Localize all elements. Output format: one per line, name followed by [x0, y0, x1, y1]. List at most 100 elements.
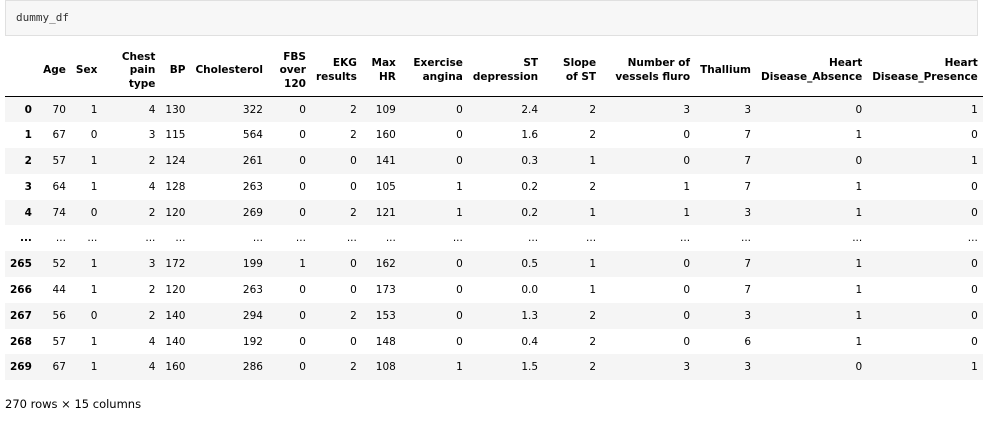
table-cell: 6 — [744, 335, 751, 348]
table-cell: 1 — [90, 154, 98, 167]
table-cell: ... — [740, 232, 751, 245]
table-cell: 3 — [683, 361, 691, 374]
column-header: Age — [36, 46, 71, 97]
dataframe-table: Age Sex Chest pain type BP Cholesterol FBS ov… — [5, 46, 983, 381]
table-cell: 0 — [350, 335, 357, 348]
table-cell: 1.3 — [521, 309, 539, 322]
table-cell: 1 — [971, 154, 978, 167]
table-cell: 2 — [148, 309, 156, 322]
table-cell: 4 — [148, 335, 156, 348]
table-cell: 1 — [90, 283, 98, 296]
table-cell: 7 — [744, 154, 751, 167]
table-cell: 0.5 — [521, 258, 539, 271]
table-cell: 269 — [242, 206, 263, 219]
table-cell: 120 — [165, 283, 186, 296]
table-cell: 108 — [375, 361, 396, 374]
column-header: Heart Disease_Presence — [867, 46, 983, 97]
table-cell: 120 — [165, 206, 186, 219]
table-row: 3 64 1 4 128 263 0 0 105 1 0.2 2 1 7 1 0 — [5, 174, 983, 200]
row-index: 1 — [24, 129, 32, 142]
table-cell: 192 — [242, 335, 263, 348]
table-cell: 564 — [242, 129, 263, 142]
table-cell: 64 — [52, 180, 66, 193]
table-cell: 0 — [350, 258, 357, 271]
table-cell: 2 — [350, 129, 357, 142]
table-cell: 1.6 — [521, 129, 539, 142]
header-row: Age Sex Chest pain type BP Cholesterol FBS ov… — [5, 46, 983, 97]
table-cell: ... — [967, 232, 978, 245]
table-cell: 0 — [90, 206, 98, 219]
table-cell: 1 — [589, 258, 597, 271]
table-cell: ... — [680, 232, 691, 245]
table-cell: 0 — [683, 129, 691, 142]
table-cell: 0 — [971, 283, 978, 296]
table-cell: ... — [55, 232, 66, 245]
table-cell: 0 — [456, 309, 463, 322]
table-cell: 3 — [744, 309, 751, 322]
table-cell: 1 — [855, 309, 863, 322]
table-row: 268 57 1 4 140 192 0 0 148 0 0.4 2 0 6 1 0 — [5, 329, 983, 355]
index-header — [5, 46, 37, 97]
table-cell: 7 — [744, 129, 751, 142]
table-cell: 4 — [148, 103, 156, 116]
row-index: 269 — [10, 361, 32, 374]
table-cell: 0 — [855, 103, 863, 116]
table-cell: 2 — [350, 103, 357, 116]
table-cell: 121 — [375, 206, 396, 219]
table-cell: 109 — [375, 103, 396, 116]
column-header: Exercise angina — [400, 46, 468, 97]
table-cell: 0 — [971, 309, 978, 322]
table-cell: 0 — [683, 258, 691, 271]
table-cell: 0 — [350, 180, 357, 193]
row-index: 265 — [10, 258, 32, 271]
table-cell: 1 — [855, 206, 863, 219]
table-row: 4 74 0 2 120 269 0 2 121 1 0.2 1 1 3 1 0 — [5, 199, 983, 226]
table-cell: 1 — [971, 361, 978, 374]
table-cell: 0.3 — [521, 154, 539, 167]
table-cell: 0 — [971, 335, 978, 348]
table-cell: 263 — [242, 283, 263, 296]
table-cell: 3 — [744, 361, 751, 374]
table-cell: 0 — [456, 103, 463, 116]
table-cell: 0.2 — [521, 206, 539, 219]
column-header: BP — [160, 46, 191, 97]
table-cell: 1 — [456, 180, 463, 193]
table-cell: 105 — [375, 180, 396, 193]
table-cell: 57 — [52, 335, 66, 348]
table-cell: ... — [852, 232, 863, 245]
table-row: 0 70 1 4 130 322 0 2 109 0 2.4 2 3 3 0 1 — [5, 96, 983, 123]
row-index: 2 — [24, 154, 32, 167]
table-cell: ... — [295, 232, 306, 245]
table-cell: ... — [528, 232, 539, 245]
table-cell: 1 — [855, 283, 863, 296]
table-cell: 160 — [165, 361, 186, 374]
table-cell: 1 — [971, 103, 978, 116]
table-cell: 0 — [299, 335, 306, 348]
table-cell: 3 — [148, 129, 156, 142]
table-cell: 52 — [52, 258, 66, 271]
column-header: Sex — [70, 46, 103, 97]
table-cell: 0.0 — [521, 283, 539, 296]
row-index: 267 — [10, 309, 32, 322]
row-count-summary: 270 rows × 15 columns — [5, 397, 142, 411]
table-body: 0 70 1 4 130 322 0 2 109 0 2.4 2 3 3 0 1 1 67 0 3 115 564 0 2 16… — [5, 96, 983, 381]
table-cell: 1 — [683, 180, 691, 193]
table-cell: 261 — [242, 154, 263, 167]
table-cell: 294 — [242, 309, 263, 322]
table-cell: 0 — [299, 103, 306, 116]
column-header: Max HR — [361, 46, 401, 97]
table-cell: 140 — [165, 335, 186, 348]
table-row: 2 57 1 2 124 261 0 0 141 0 0.3 1 0 7 0 1 — [5, 148, 983, 174]
table-cell: 1 — [589, 154, 597, 167]
table-cell: 2 — [148, 154, 156, 167]
table-row: ........................................… — [5, 225, 983, 251]
table-cell: 2 — [589, 309, 597, 322]
table-cell: 1 — [855, 129, 863, 142]
code-cell[interactable]: dummy_df — [5, 0, 978, 36]
table-cell: 0 — [456, 335, 463, 348]
table-cell: 1.5 — [521, 361, 539, 374]
table-cell: 173 — [375, 283, 396, 296]
column-header: Thallium — [695, 46, 756, 97]
table-cell: 2 — [148, 206, 156, 219]
table-cell: 0 — [90, 309, 98, 322]
